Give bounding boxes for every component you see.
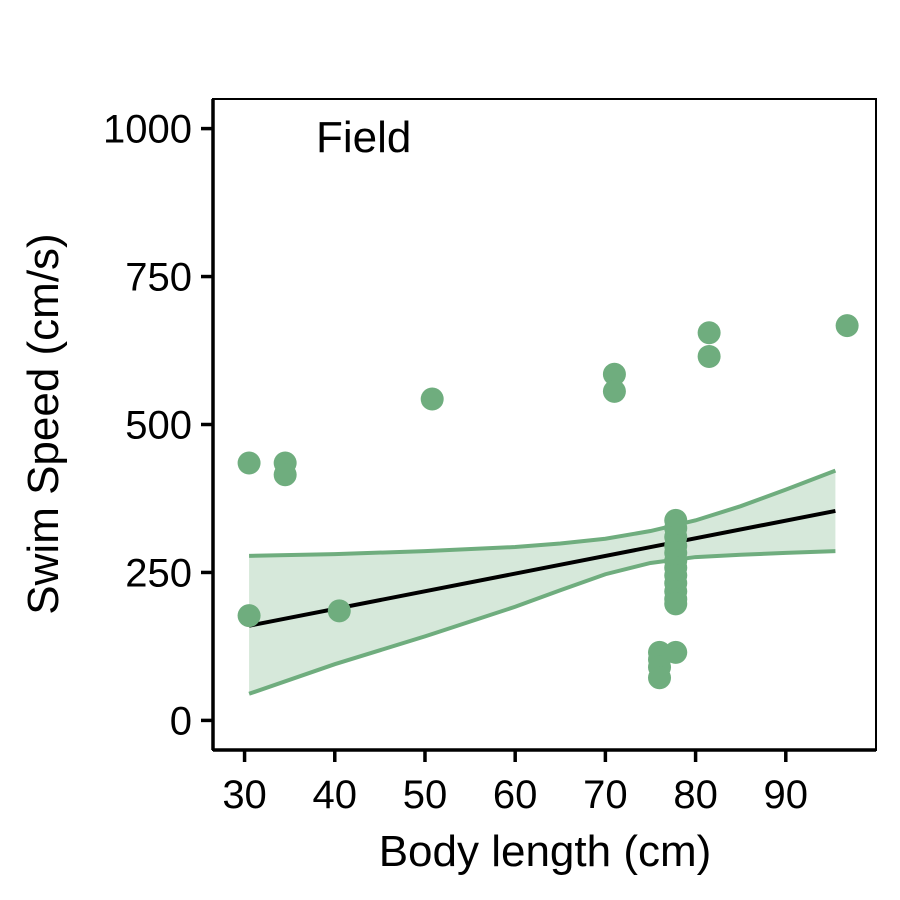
y-tick-label: 750: [125, 256, 192, 300]
x-tick-label: 70: [583, 773, 628, 817]
data-point: [327, 599, 351, 623]
data-point: [664, 592, 688, 616]
data-point: [237, 604, 261, 628]
data-point: [602, 362, 626, 386]
panel-label: Field: [316, 113, 411, 162]
x-tick-label: 90: [764, 773, 809, 817]
y-tick-label: 1000: [103, 108, 192, 152]
data-point: [835, 314, 859, 338]
points-layer: [237, 314, 859, 690]
y-tick-label: 0: [170, 699, 192, 743]
data-point: [273, 463, 297, 487]
confidence-band-lower: [248, 549, 836, 696]
x-tick-label: 30: [222, 773, 267, 817]
data-point: [697, 321, 721, 345]
data-point: [697, 344, 721, 368]
y-tick-label: 250: [125, 551, 192, 595]
x-tick-label: 40: [313, 773, 358, 817]
data-point: [648, 666, 672, 690]
x-tick-label: 50: [403, 773, 448, 817]
x-axis-ticks: 30 40 50 60 70 80 90: [222, 750, 808, 817]
y-tick-label: 500: [125, 404, 192, 448]
data-point: [420, 387, 444, 411]
x-tick-label: 60: [493, 773, 538, 817]
confidence-band: [249, 470, 836, 694]
y-axis-ticks: 0 250 500 750 1000: [103, 108, 213, 743]
data-point: [664, 640, 688, 664]
confidence-band-upper: [249, 468, 837, 558]
x-axis-title: Body length (cm): [379, 827, 712, 876]
x-tick-label: 80: [673, 773, 718, 817]
data-point: [602, 379, 626, 403]
data-point: [237, 451, 261, 475]
confidence-band-layer: [248, 468, 837, 696]
y-axis-title: Swim Speed (cm/s): [19, 233, 68, 614]
